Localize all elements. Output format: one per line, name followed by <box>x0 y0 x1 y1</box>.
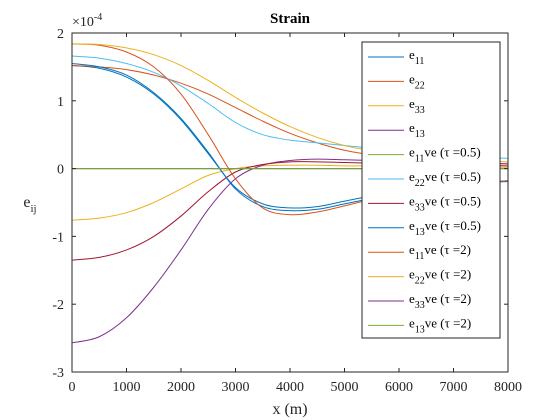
legend-item: e33ve (τ =2) <box>368 291 471 311</box>
legend-label: e33 <box>409 96 425 116</box>
x-tick-label: 0 <box>69 380 76 395</box>
legend-item: e22 <box>368 71 425 91</box>
y-tick-label: -3 <box>52 366 64 381</box>
legend-item: e11ve (τ =2) <box>368 242 471 262</box>
legend-label: e11ve (τ =2) <box>409 242 471 262</box>
legend-item: e13ve (τ =0.5) <box>368 218 481 238</box>
legend-label: e13ve (τ =0.5) <box>409 218 481 238</box>
legend-label: e22ve (τ =2) <box>409 267 471 287</box>
y-exponent-base: ×10 <box>72 15 94 30</box>
legend-label: e11ve (τ =0.5) <box>409 145 481 165</box>
legend-item: e33ve (τ =0.5) <box>368 193 481 213</box>
x-tick-label: 6000 <box>385 380 413 395</box>
y-axis-label: eij <box>23 194 36 215</box>
x-tick-label: 4000 <box>276 380 304 395</box>
legend-label: e22 <box>409 71 425 91</box>
legend-label: e33ve (τ =0.5) <box>409 193 481 213</box>
legend-label: e33ve (τ =2) <box>409 291 471 311</box>
x-tick-label: 1000 <box>113 380 141 395</box>
legend-label: e11 <box>409 47 424 67</box>
y-tick-label: 2 <box>57 27 64 42</box>
y-tick-label: 1 <box>57 95 64 110</box>
legend-item: e13 <box>368 120 425 140</box>
x-tick-label: 3000 <box>222 380 250 395</box>
y-exponent-label: ×10-4 <box>72 12 102 30</box>
legend-item: e22ve (τ =0.5) <box>368 169 481 189</box>
x-tick-label: 2000 <box>167 380 195 395</box>
legend: e11 e22 e33 e13 e11ve (τ =0.5) e22ve (τ =0.5)… <box>361 41 501 339</box>
x-tick-label: 5000 <box>331 380 359 395</box>
legend-item: e11ve (τ =0.5) <box>368 145 481 165</box>
y-exponent-power: -4 <box>94 12 102 23</box>
y-axis-label-sub: ij <box>30 203 36 215</box>
y-tick-label: -2 <box>52 298 64 313</box>
legend-label: e22ve (τ =0.5) <box>409 169 481 189</box>
y-axis-label-base: e <box>23 194 30 211</box>
ticks-layer: 0 1000 2000 3000 4000 5000 6000 7000 8000 -3 -2 -1 0… <box>52 27 522 395</box>
legend-item: e33 <box>368 96 425 116</box>
y-tick-label: -1 <box>52 230 64 245</box>
legend-box <box>361 41 501 339</box>
x-axis-label: x (m) <box>272 401 307 418</box>
x-tick-label: 7000 <box>440 380 468 395</box>
x-tick-label: 8000 <box>494 380 522 395</box>
legend-item: e13ve (τ =2) <box>368 315 471 335</box>
legend-item: e11 <box>368 47 424 67</box>
legend-label: e13 <box>409 120 425 140</box>
chart-title: Strain <box>270 11 311 27</box>
legend-item: e22ve (τ =2) <box>368 267 471 287</box>
legend-label: e13ve (τ =2) <box>409 315 471 335</box>
y-tick-label: 0 <box>57 163 64 178</box>
